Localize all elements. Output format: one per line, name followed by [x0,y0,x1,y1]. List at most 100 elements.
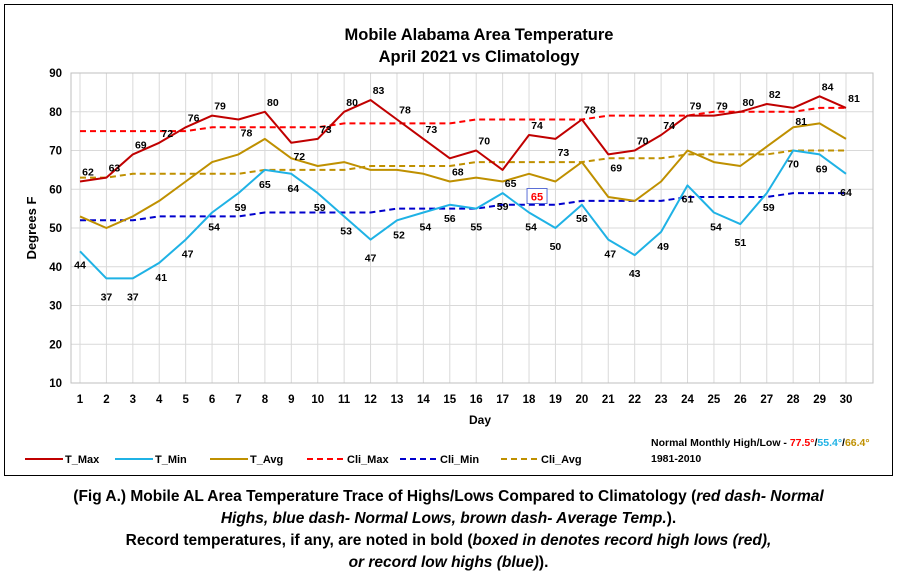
x-tick-label: 29 [813,394,826,406]
min-data-label: 47 [604,249,616,261]
legend-label-cli-max: Cli_Max [347,454,389,466]
y-tick-label: 20 [49,339,62,351]
x-tick-label: 15 [443,394,456,406]
series-line-cli-avg [80,149,846,179]
max-data-label: 81 [848,93,860,105]
chart-title-line1: Mobile Alabama Area Temperature [345,26,614,44]
y-tick-label: 80 [49,107,62,119]
min-data-label: 47 [182,249,194,261]
x-tick-label: 20 [575,394,588,406]
min-data-label: 54 [525,222,537,234]
max-data-label: 79 [690,101,702,113]
y-tick-label: 70 [49,146,62,158]
record-label: 65 [531,192,543,204]
x-tick-label: 3 [130,394,136,406]
caption-line-2: Highs, blue dash- Normal Lows, brown das… [220,510,677,527]
normal-sep-2: / [842,437,845,449]
max-data-label: 73 [558,147,570,159]
max-data-label: 81 [795,116,807,128]
series-line-cli-min [80,192,846,222]
min-data-label: 47 [365,253,377,265]
min-data-label: 61 [682,193,694,205]
min-data-label: 41 [155,272,167,284]
x-tick-label: 24 [681,394,694,406]
caption-line-4: or record low highs (blue)). [348,554,549,571]
x-tick-label: 22 [628,394,641,406]
caption-line-3: Record temperatures, if any, are noted i… [125,532,772,549]
x-tick-label: 17 [496,394,509,406]
x-tick-label: 30 [840,394,853,406]
x-tick-label: 23 [655,394,668,406]
y-tick-label: 10 [49,378,62,390]
x-tick-label: 7 [235,394,241,406]
y-tick-label: 90 [49,68,62,80]
max-data-label: 73 [320,124,332,136]
x-tick-label: 8 [262,394,269,406]
max-data-label: 84 [822,81,834,93]
min-data-label: 44 [74,259,86,271]
normal-label: Normal Monthly High/Low - [651,437,790,449]
min-data-label: 52 [393,229,405,241]
max-data-label: 63 [109,163,121,175]
min-data-label: 64 [840,187,852,199]
x-tick-label: 25 [708,394,721,406]
normal-sep-1: / [814,437,818,449]
series-line-t-avg [79,122,847,229]
min-data-label: 59 [763,202,775,214]
x-tick-label: 2 [103,394,109,406]
x-tick-label: 4 [156,394,163,406]
max-data-label: 78 [399,105,411,117]
normal-monthly-text: Normal Monthly High/Low - 77.5°/55.4°/66… [651,437,870,449]
y-tick-label: 30 [49,301,62,313]
x-tick-label: 27 [760,394,773,406]
max-data-label: 69 [610,162,622,174]
max-data-label: 69 [135,139,147,151]
legend-label-cli-min: Cli_Min [440,454,479,466]
x-tick-label: 19 [549,394,562,406]
series-line-t-min [79,149,847,280]
max-data-label: 80 [743,97,755,109]
max-data-label: 73 [426,124,438,136]
x-tick-label: 28 [787,394,800,406]
min-data-label: 55 [470,222,482,234]
x-tick-label: 10 [311,394,324,406]
record-box [526,188,548,204]
max-data-label: 68 [452,166,464,178]
x-tick-label: 16 [470,394,483,406]
figure-caption: (Fig A.) Mobile AL Area Temperature Trac… [0,486,897,574]
chart-frame: Mobile Alabama Area Temperature April 20… [4,4,893,476]
normal-low: 55.4° [817,437,843,449]
min-data-label: 51 [735,237,747,249]
min-data-label: 59 [235,202,247,214]
min-data-label: 70 [787,159,799,171]
temperature-chart: Mobile Alabama Area Temperature April 20… [24,26,874,466]
legend-label-cli-avg: Cli_Avg [541,454,582,466]
min-data-label: 59 [314,202,326,214]
x-tick-label: 11 [338,394,351,406]
y-axis-label: Degrees F [24,197,39,260]
max-data-label: 80 [267,97,279,109]
min-data-label: 50 [550,241,562,253]
max-data-label: 80 [346,97,358,109]
max-data-label: 74 [663,120,675,132]
min-data-label: 37 [101,291,113,303]
x-tick-label: 26 [734,394,747,406]
plot-area-border [70,72,874,384]
max-data-label: 83 [373,85,385,97]
x-tick-label: 1 [77,394,84,406]
x-tick-label: 5 [182,394,189,406]
max-data-label: 62 [82,167,94,179]
x-tick-label: 18 [523,394,536,406]
min-data-label: 49 [657,241,669,253]
x-axis-label: Day [469,413,491,427]
y-tick-label: 40 [49,262,62,274]
x-tick-label: 6 [209,394,215,406]
legend-label-t-max: T_Max [65,454,100,466]
min-data-label: 37 [127,291,139,303]
normal-high: 77.5° [789,437,815,449]
min-data-label: 54 [420,222,432,234]
max-data-label: 65 [505,178,517,190]
min-data-label: 54 [710,222,722,234]
normal-period: 1981-2010 [651,453,702,465]
y-tick-label: 50 [49,223,62,235]
